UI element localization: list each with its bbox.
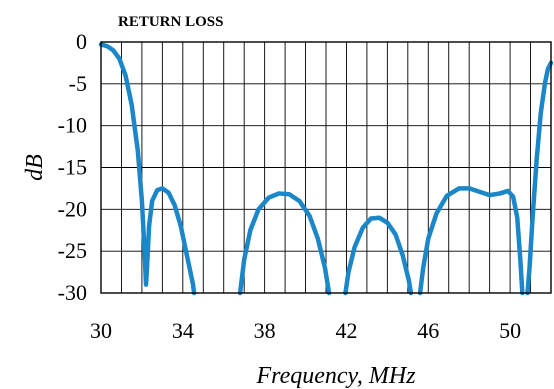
y-tick-label: -10 [58, 113, 87, 138]
x-tick-label: 34 [172, 318, 194, 343]
y-tick-label: -25 [58, 238, 87, 263]
y-tick-label: 0 [76, 29, 87, 54]
return-loss-curve-segment [237, 191, 332, 296]
x-tick-label: 38 [254, 318, 276, 343]
x-axis-label: Frequency, MHz [255, 363, 416, 389]
series-line [98, 42, 554, 296]
return-loss-curve-segment [525, 60, 554, 296]
y-tick-label: -5 [69, 71, 87, 96]
y-tick-label: -30 [58, 280, 87, 305]
y-tick-label: -20 [58, 196, 87, 221]
x-tick-label: 30 [90, 318, 112, 343]
x-tick-label: 46 [417, 318, 439, 343]
chart-title: RETURN LOSS [118, 14, 223, 30]
x-tick-label: 50 [499, 318, 521, 343]
return-loss-curve-segment [98, 42, 197, 296]
return-loss-curve-segment [343, 215, 414, 296]
y-axis-label: dB [22, 154, 48, 181]
return-loss-curve-segment [417, 186, 525, 296]
plot-frame [100, 41, 552, 294]
x-tick-label: 42 [335, 318, 357, 343]
y-tick-label: -15 [58, 155, 87, 180]
grid-lines [101, 42, 551, 293]
